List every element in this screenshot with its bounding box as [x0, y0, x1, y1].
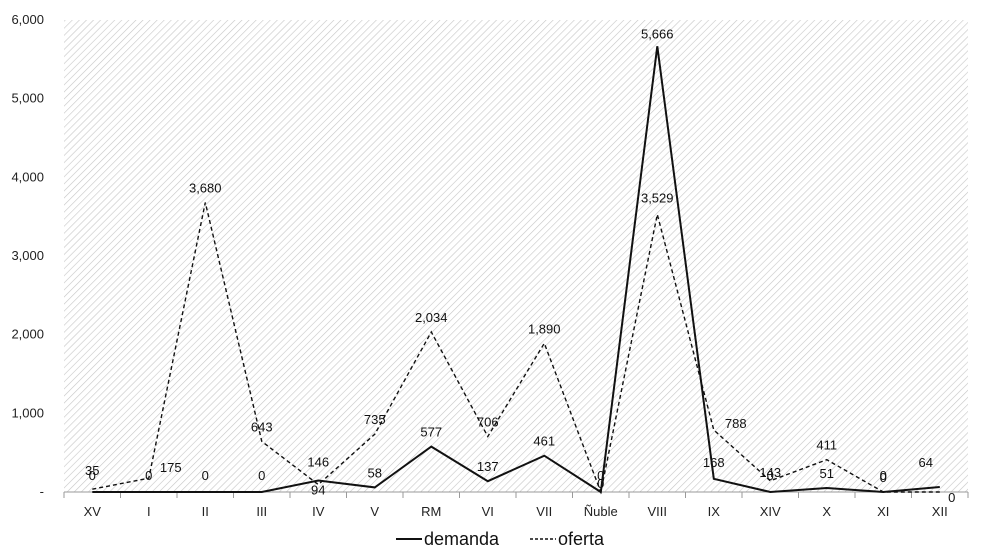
data-label-demanda: 0 — [767, 468, 774, 483]
data-label-demanda: 0 — [258, 468, 265, 483]
y-tick-label: - — [40, 484, 44, 499]
y-tick-label: 5,000 — [11, 91, 44, 106]
data-label-oferta: 35 — [85, 463, 99, 478]
x-tick-label: XV — [84, 504, 102, 519]
data-label-demanda: 0 — [89, 468, 96, 483]
data-label-oferta: 143 — [759, 465, 781, 480]
data-label-demanda: 168 — [703, 455, 725, 470]
y-tick-label: 6,000 — [11, 12, 44, 27]
x-tick-label: I — [147, 504, 151, 519]
data-label-oferta: 735 — [364, 412, 386, 427]
data-label-demanda: 0 — [145, 468, 152, 483]
x-tick-label: XII — [932, 504, 948, 519]
x-tick-label: VII — [536, 504, 552, 519]
data-label-oferta: 0 — [880, 470, 887, 485]
legend-item-oferta: oferta — [530, 529, 605, 549]
data-label-oferta: 3,529 — [641, 190, 674, 205]
y-tick-label: 1,000 — [11, 405, 44, 420]
data-label-demanda: 51 — [820, 466, 834, 481]
x-tick-label: X — [822, 504, 831, 519]
data-label-oferta: 2,034 — [415, 310, 448, 325]
plot-area-background — [64, 20, 968, 492]
data-label-demanda: 146 — [307, 455, 329, 470]
x-tick-label: XIV — [760, 504, 781, 519]
x-tick-label: Ñuble — [584, 504, 618, 519]
data-label-oferta: 706 — [477, 414, 499, 429]
y-axis: - 1,000 2,000 3,000 4,000 5,000 6,000 — [11, 12, 44, 499]
data-label-oferta: 788 — [725, 416, 747, 431]
x-tick-label: IV — [312, 504, 325, 519]
x-tick-label: XI — [877, 504, 889, 519]
y-tick-label: 3,000 — [11, 248, 44, 263]
series-layer — [92, 46, 940, 495]
data-label-demanda: 64 — [919, 455, 933, 470]
series-line-demanda — [92, 46, 940, 494]
data-label-demanda: 58 — [368, 465, 382, 480]
data-label-demanda: 0 — [202, 468, 209, 483]
legend-label: demanda — [424, 529, 500, 549]
data-label-oferta: 0 — [948, 490, 955, 505]
data-label-demanda: 461 — [533, 434, 555, 449]
data-label-demanda: 5,666 — [641, 26, 674, 41]
legend-item-demanda: demanda — [396, 529, 500, 549]
data-label-oferta: 175 — [160, 460, 182, 475]
x-tick-label: V — [370, 504, 379, 519]
data-label-oferta: 1,890 — [528, 321, 561, 336]
data-label-oferta: 94 — [311, 483, 325, 498]
x-axis: XV I II III IV V RM VI VII Ñuble VIII IX XIV X XI XII — [63, 491, 969, 519]
x-tick-label: IX — [708, 504, 721, 519]
data-label-demanda: 577 — [420, 425, 442, 440]
data-label-demanda: 137 — [477, 459, 499, 474]
x-tick-label: RM — [421, 504, 441, 519]
legend: demanda oferta — [396, 529, 605, 549]
data-label-oferta: 411 — [816, 438, 837, 453]
legend-label: oferta — [558, 529, 605, 549]
data-label-oferta: 3,680 — [189, 181, 222, 196]
y-tick-label: 4,000 — [11, 169, 44, 184]
x-tick-label: II — [202, 504, 209, 519]
data-label-oferta: 643 — [251, 419, 273, 434]
data-label-demanda: 0 — [597, 468, 604, 483]
y-tick-label: 2,000 — [11, 327, 44, 342]
x-tick-label: III — [256, 504, 267, 519]
x-tick-label: VI — [482, 504, 494, 519]
data-label-oferta: 0 — [597, 476, 604, 491]
data-label-demanda: 0 — [880, 468, 887, 483]
x-tick-label: VIII — [647, 504, 667, 519]
